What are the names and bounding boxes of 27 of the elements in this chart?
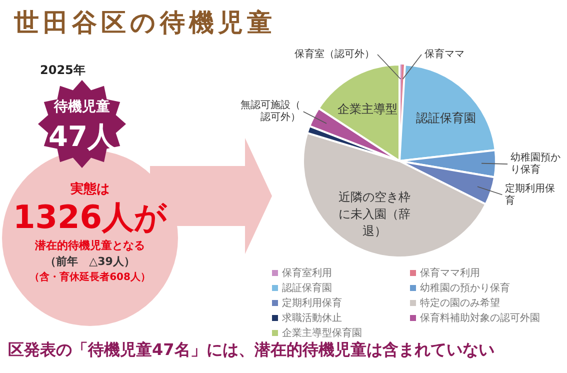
text: （含・育休延長者608人）: [30, 270, 150, 284]
legend-label: 幼稚園の預かり保育: [420, 282, 510, 295]
text: 待機児童: [54, 98, 110, 116]
text: 区発表の「待機児童47名」には、潜在的待機児童は含まれていない: [8, 340, 494, 361]
text: 企業主導型: [337, 102, 398, 116]
text: 2025年: [40, 62, 86, 79]
text: 47人: [48, 119, 116, 155]
legend-label: 保育料補助対象の認可外園: [420, 312, 540, 325]
legend-label: 定期利用保育: [282, 296, 342, 310]
text: 定期利用保育: [505, 183, 556, 206]
legend-label: 企業主導型保育園: [282, 326, 362, 340]
text: 保育ママ: [424, 49, 464, 60]
text: （前年 △39人）: [45, 254, 135, 269]
text: 近隣の空き枠に未入園（辞退）: [338, 190, 410, 238]
text: 実態は: [70, 180, 110, 198]
text: 幼稚園預かり保育: [510, 152, 561, 176]
text: 1326人が: [12, 197, 168, 238]
legend-label: 認証保育園: [282, 282, 332, 295]
text: 保育室（認可外）: [294, 49, 374, 60]
text: 潜在的待機児童となる: [35, 238, 145, 253]
legend-label: 保育ママ利用: [420, 266, 480, 280]
chart-title: 世田谷区の待機児童: [14, 7, 276, 39]
legend-label: 保育室利用: [282, 266, 332, 280]
text: 無認可施設（認可外）: [240, 100, 300, 124]
legend-label: 求職活動休止: [282, 312, 342, 325]
legend-label: 特定の園のみ希望: [420, 296, 500, 310]
slice-label: 認証保育園: [416, 111, 476, 126]
